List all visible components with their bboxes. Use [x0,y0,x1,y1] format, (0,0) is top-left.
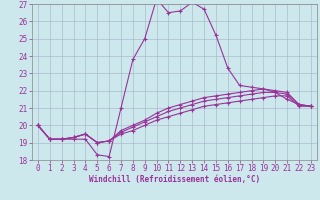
X-axis label: Windchill (Refroidissement éolien,°C): Windchill (Refroidissement éolien,°C) [89,175,260,184]
